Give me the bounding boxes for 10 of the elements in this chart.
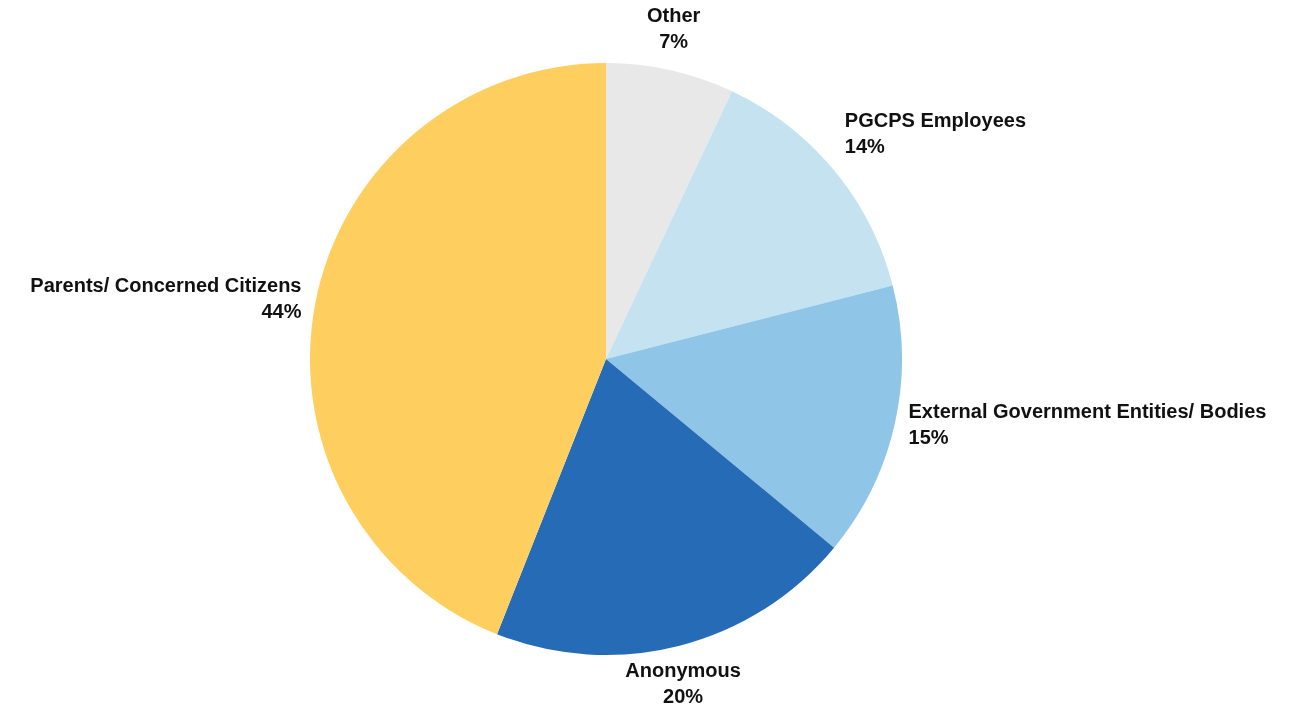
data-label: 7% xyxy=(659,29,689,52)
slice-label: External Government Entities/ Bodies xyxy=(908,400,1267,423)
slice-label: Other xyxy=(646,3,701,26)
data-label: 14% xyxy=(844,134,886,157)
data-label: 44% xyxy=(261,300,302,323)
slice-label: Parents/ Concerned Citizens xyxy=(30,274,302,297)
data-label: 15% xyxy=(908,426,949,449)
slice-label: PGCPS Employees xyxy=(844,108,1027,131)
data-label: 20% xyxy=(663,684,704,707)
slice-label: Anonymous xyxy=(625,658,741,681)
